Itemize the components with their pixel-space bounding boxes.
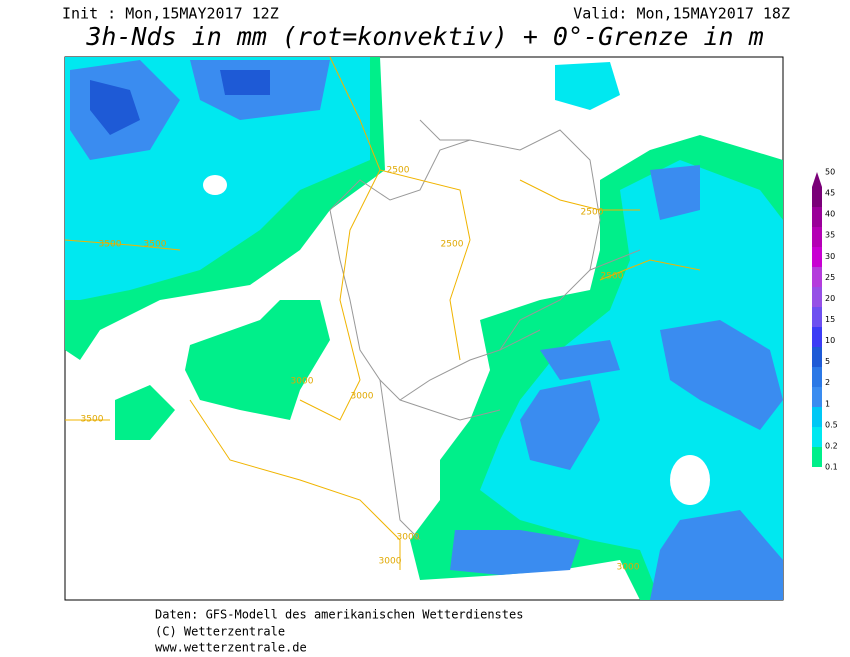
isoline-label: 2500 (441, 240, 464, 250)
legend-label: 45 (825, 189, 835, 198)
precip-area (450, 530, 580, 575)
isoline-labels: 2500 2500 2500 2500 3500 3500 3000 3000 3500 3000… (81, 166, 640, 573)
valid-time: Valid: Mon,15MAY2017 18Z (573, 5, 790, 23)
legend-label: 0.5 (825, 420, 838, 429)
legend-label: 0.1 (825, 463, 838, 472)
legend-swatch (812, 367, 822, 387)
legend-label: 0.2 (825, 441, 838, 450)
isoline (379, 169, 640, 361)
footer-line: www.wetterzentrale.de (155, 641, 307, 655)
legend-swatch (812, 407, 822, 427)
map-area: 2500 2500 2500 2500 3500 3500 3000 3000 3500 3000… (64, 56, 784, 601)
precip-area (115, 385, 175, 440)
legend-swatch (812, 267, 822, 287)
isoline-label: 3000 (617, 563, 640, 573)
isoline-label: 3500 (99, 240, 122, 250)
precip-area (650, 165, 700, 220)
precip-area (650, 510, 783, 600)
legend: 50 45 40 35 30 25 20 15 10 5 2 1 0.5 0.2 0.1 (812, 168, 838, 472)
isoline-label: 3000 (351, 392, 374, 402)
legend-label: 5 (825, 357, 830, 366)
precip-area (90, 80, 140, 135)
border (329, 129, 601, 401)
legend-label: 50 (825, 168, 835, 177)
legend-label: 10 (825, 336, 835, 345)
legend-swatch (812, 327, 822, 347)
border (379, 119, 641, 541)
footer-line: Daten: GFS-Modell des amerikanischen Wet… (155, 608, 523, 622)
legend-label: 1 (825, 399, 830, 408)
legend-arrow (812, 172, 822, 187)
footer-line: (C) Wetterzentrale (155, 625, 285, 639)
legend-label: 15 (825, 315, 835, 324)
isoline-label: 3000 (397, 533, 420, 543)
isoline-label: 3500 (81, 415, 104, 425)
legend-label: 40 (825, 210, 835, 219)
legend-swatch (812, 207, 822, 227)
legend-label: 30 (825, 252, 835, 261)
legend-swatch (812, 387, 822, 407)
legend-swatch (812, 247, 822, 267)
init-time: Init : Mon,15MAY2017 12Z (62, 5, 279, 23)
dry-gap (670, 455, 710, 505)
legend-swatch (812, 427, 822, 447)
map-title: 3h-Nds in mm (rot=konvektiv) + 0°-Grenze… (85, 22, 763, 51)
isoline-label: 3000 (379, 557, 402, 567)
dry-gap (203, 175, 227, 195)
isoline-label: 2500 (601, 272, 624, 282)
legend-swatch (812, 287, 822, 307)
legend-label: 25 (825, 273, 835, 282)
legend-swatch (812, 347, 822, 367)
legend-label: 2 (825, 378, 830, 387)
precip-area (660, 320, 783, 430)
precip-area (555, 62, 620, 110)
legend-swatch (812, 447, 822, 467)
legend-label: 20 (825, 294, 835, 303)
isoline-label: 3500 (144, 240, 167, 250)
isoline (65, 239, 701, 570)
legend-swatch (812, 187, 822, 207)
legend-swatch (812, 307, 822, 327)
isoline-label: 3000 (291, 377, 314, 387)
legend-swatch (812, 227, 822, 247)
precip-area (520, 380, 600, 470)
precip-area (220, 70, 270, 95)
isoline (299, 57, 381, 421)
isoline-label: 2500 (387, 166, 410, 176)
isoline-label: 2500 (581, 208, 604, 218)
legend-label: 35 (825, 231, 835, 240)
precip-area (540, 340, 620, 380)
precip-area (185, 300, 330, 420)
